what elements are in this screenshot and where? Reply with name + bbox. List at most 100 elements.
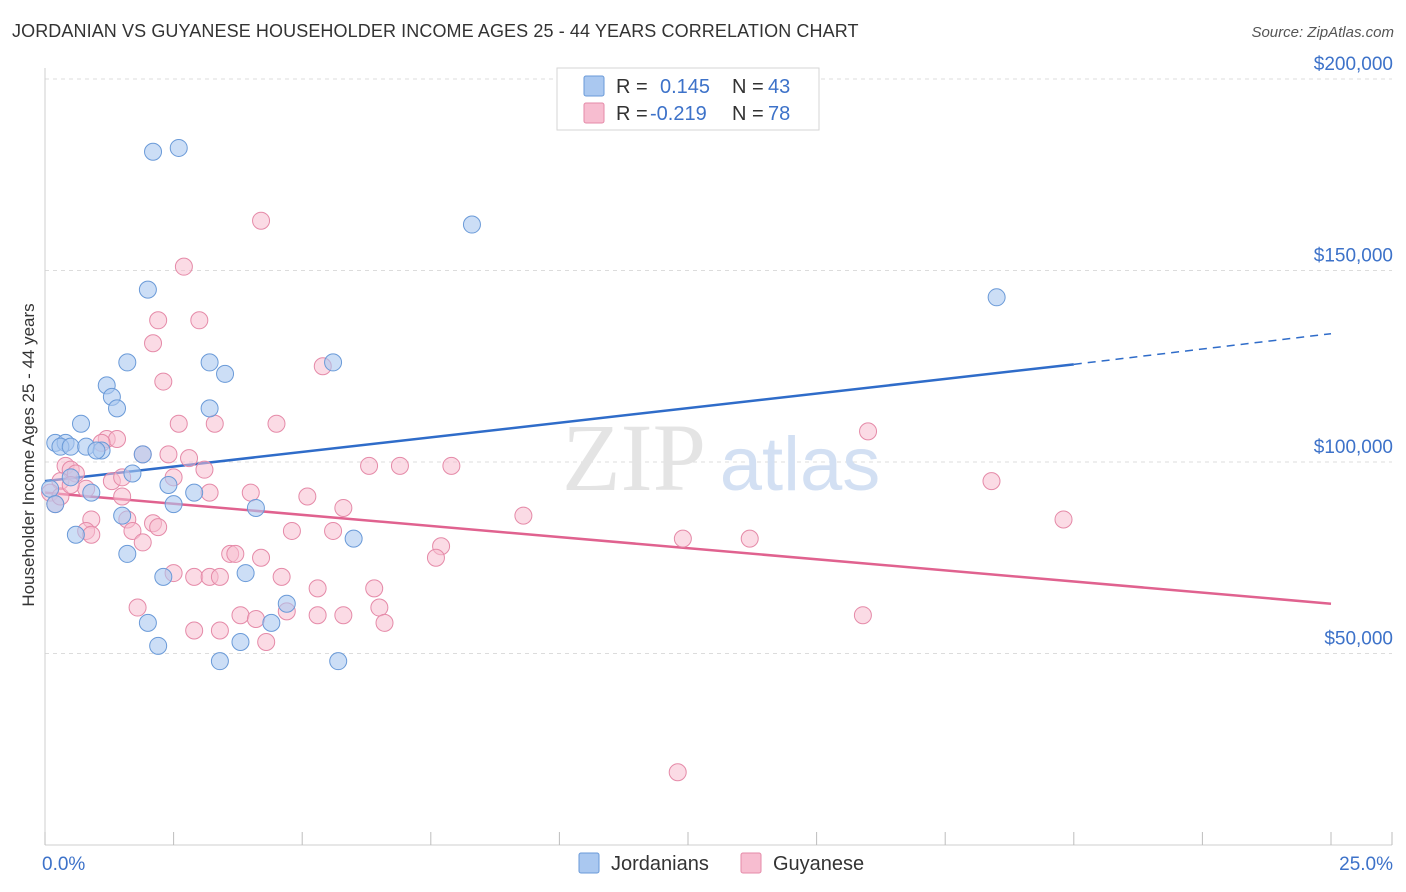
guyanese-point-60 — [308, 579, 327, 598]
jordanian-point-41 — [231, 633, 250, 652]
guyanese-point-36 — [334, 498, 353, 517]
guyanese-point-12 — [108, 430, 127, 449]
jordanian-point-25 — [82, 483, 101, 502]
jordanian-point-24 — [41, 479, 60, 498]
guyanese-point-59 — [272, 567, 291, 586]
guyanese-point-4 — [144, 334, 163, 353]
bottom-legend-swatch-guyanese — [740, 852, 762, 874]
guyanese-point-47 — [133, 533, 152, 552]
jordanian-point-26 — [159, 475, 178, 494]
jordanian-point-38 — [138, 613, 157, 632]
guyanese-point-20 — [195, 460, 214, 479]
guyanese-point-63 — [370, 598, 389, 617]
axes — [44, 68, 1393, 846]
bottom-legend-jordanians: Jordanians — [611, 853, 709, 875]
y-tick-label-2: $150,000 — [1314, 246, 1393, 267]
watermark-zip: ZIP — [562, 404, 706, 511]
bottom-legend-swatch-jordanians — [578, 852, 600, 874]
guyanese-point-7 — [169, 414, 188, 433]
guyanese-point-48 — [673, 529, 692, 548]
jordanian-point-4 — [138, 280, 157, 299]
legend-swatch-jordanians — [583, 75, 605, 97]
jordanian-point-37 — [277, 594, 296, 613]
guyanese-point-8 — [205, 414, 224, 433]
jordanian-point-40 — [149, 636, 168, 655]
jordanian-point-11 — [108, 399, 127, 418]
guyanese-point-1 — [174, 257, 193, 276]
guyanese-point-6 — [154, 372, 173, 391]
guyanese-point-69 — [246, 610, 265, 629]
guyanese-point-49 — [740, 529, 759, 548]
legend-r-label-2: R = — [616, 103, 648, 125]
guyanese-point-44 — [282, 521, 301, 540]
jordanian-trend-extension — [1073, 332, 1332, 366]
guyanese-point-72 — [210, 621, 229, 640]
jordanian-point-33 — [344, 529, 363, 548]
jordanian-trend-line — [44, 363, 1074, 483]
guyanese-point-71 — [185, 621, 204, 640]
x-tick-label-0: 0.0% — [42, 854, 85, 875]
jordanian-point-20 — [87, 441, 106, 460]
jordanian-point-12 — [200, 399, 219, 418]
guyanese-point-28 — [982, 472, 1001, 491]
guyanese-point-9 — [267, 414, 286, 433]
legend-n-label-1: N = — [732, 76, 764, 98]
jordanian-point-34 — [118, 544, 137, 563]
correlation-legend: R = 0.145 N = 43 R = -0.219 N = 78 — [556, 67, 820, 131]
jordanian-points — [41, 138, 1006, 671]
guyanese-point-68 — [853, 606, 872, 625]
jordanian-point-36 — [236, 564, 255, 583]
guyanese-point-67 — [334, 606, 353, 625]
guyanese-point-61 — [365, 579, 384, 598]
guyanese-point-15 — [159, 445, 178, 464]
guyanese-point-53 — [252, 548, 271, 567]
jordanian-point-5 — [118, 353, 137, 372]
jordanian-point-1 — [169, 138, 188, 157]
guyanese-point-22 — [390, 456, 409, 475]
jordanian-point-43 — [329, 652, 348, 671]
x-tick-labels: 0.0% 25.0% — [42, 854, 1393, 875]
guyanese-point-3 — [190, 311, 209, 330]
y-tick-label-0: $50,000 — [1324, 629, 1393, 650]
jordanian-point-27 — [185, 483, 204, 502]
legend-swatch-guyanese — [583, 102, 605, 124]
jordanian-point-31 — [113, 506, 132, 525]
guyanese-point-74 — [668, 763, 687, 782]
x-tick-label-1: 25.0% — [1339, 854, 1393, 875]
jordanian-point-39 — [262, 613, 281, 632]
jordanian-point-13 — [72, 414, 91, 433]
legend-n-label-2: N = — [732, 103, 764, 125]
guyanese-point-33 — [241, 483, 260, 502]
jordanian-point-17 — [61, 437, 80, 456]
guyanese-point-52 — [226, 544, 245, 563]
jordanian-point-32 — [66, 525, 85, 544]
guyanese-point-32 — [200, 483, 219, 502]
guyanese-point-65 — [231, 606, 250, 625]
jordanian-point-42 — [210, 652, 229, 671]
guyanese-point-43 — [123, 521, 142, 540]
legend-n-value-1: 43 — [768, 76, 790, 98]
jordanian-point-35 — [154, 567, 173, 586]
guyanese-point-23 — [442, 456, 461, 475]
guyanese-point-34 — [298, 487, 317, 506]
guyanese-point-0 — [252, 211, 271, 230]
jordanian-point-8 — [216, 364, 235, 383]
guyanese-point-64 — [128, 598, 147, 617]
y-tick-label-3: $200,000 — [1314, 54, 1393, 75]
legend-n-value-2: 78 — [768, 103, 790, 125]
guyanese-point-54 — [426, 548, 445, 567]
guyanese-point-2 — [149, 311, 168, 330]
guyanese-point-31 — [113, 487, 132, 506]
chart-title: JORDANIAN VS GUYANESE HOUSEHOLDER INCOME… — [12, 21, 859, 41]
jordanian-point-7 — [324, 353, 343, 372]
jordanian-point-6 — [200, 353, 219, 372]
jordanian-point-2 — [462, 215, 481, 234]
jordanian-point-29 — [164, 495, 183, 514]
bottom-legend-guyanese: Guyanese — [773, 853, 864, 875]
jordanian-point-30 — [246, 498, 265, 517]
guyanese-point-56 — [185, 567, 204, 586]
series-legend: Jordanians Guyanese — [578, 852, 864, 875]
legend-r-label-1: R = — [616, 76, 648, 98]
guyanese-point-40 — [1054, 510, 1073, 529]
